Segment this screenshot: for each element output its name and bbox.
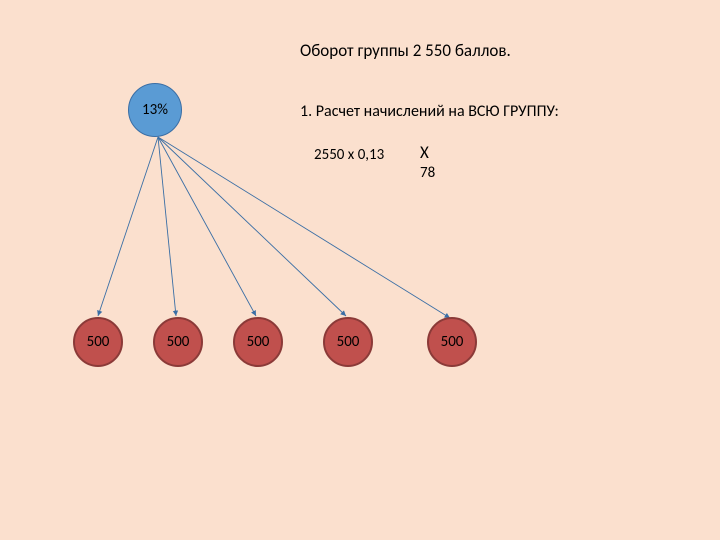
edge-line: [158, 137, 256, 316]
slide-canvas: Оборот группы 2 550 баллов. 1. Расчет на…: [0, 0, 720, 540]
child-node: 500: [73, 317, 123, 367]
child-node-label: 500: [167, 333, 190, 351]
title-text: Оборот группы 2 550 баллов.: [300, 40, 560, 61]
child-node: 500: [427, 317, 477, 367]
child-node-label: 500: [337, 333, 360, 351]
edge-line: [98, 137, 158, 316]
symbol-text: Х: [420, 142, 460, 163]
root-node-label: 13%: [142, 101, 168, 119]
edge-line: [158, 137, 176, 316]
edges-layer: [0, 0, 720, 540]
child-node-label: 500: [87, 333, 110, 351]
child-node-label: 500: [441, 333, 464, 351]
number-text: 78: [420, 164, 460, 183]
child-node: 500: [153, 317, 203, 367]
child-node: 500: [323, 317, 373, 367]
root-node: 13%: [128, 83, 182, 137]
child-node: 500: [233, 317, 283, 367]
child-node-label: 500: [247, 333, 270, 351]
calc-heading-text: 1. Расчет начислений на ВСЮ ГРУППУ:: [300, 102, 600, 122]
